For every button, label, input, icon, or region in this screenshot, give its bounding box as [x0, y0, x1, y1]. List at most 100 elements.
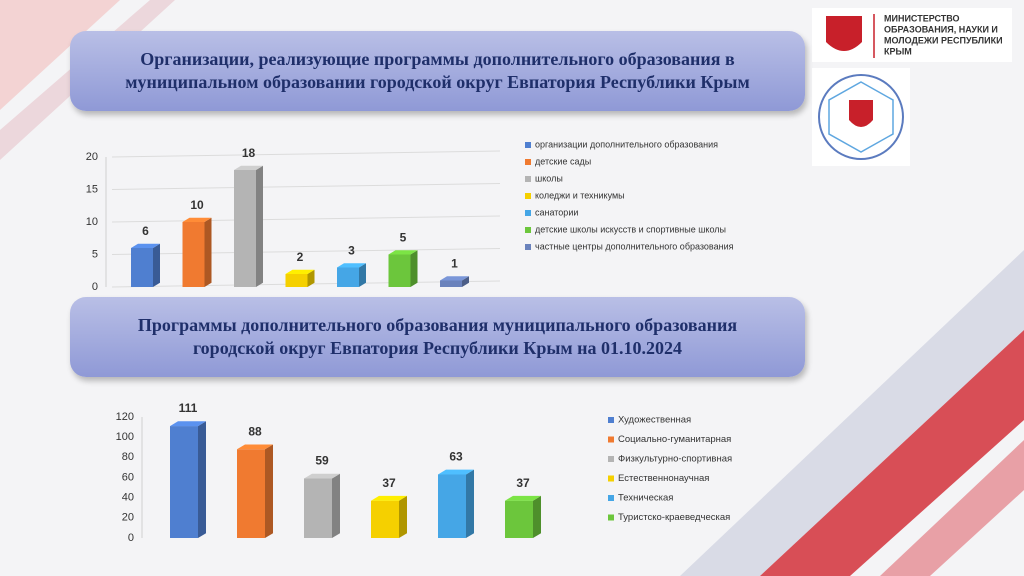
legend-label: коледжи и техникумы — [535, 190, 625, 200]
legend-swatch — [525, 176, 531, 182]
y-tick-label: 20 — [122, 512, 134, 524]
bar-front — [438, 474, 466, 538]
bar-side — [204, 217, 212, 287]
legend-swatch — [525, 193, 531, 199]
bar — [440, 276, 469, 287]
legend-swatch — [525, 210, 531, 216]
bar-front — [237, 449, 265, 538]
bar — [237, 444, 273, 538]
legend-swatch — [608, 475, 614, 482]
bar-top — [304, 473, 340, 479]
y-tick-label: 120 — [116, 411, 134, 423]
y-tick-label: 10 — [86, 216, 98, 228]
legend-label: Художественная — [618, 415, 691, 426]
bar-side — [462, 276, 469, 287]
legend-label: частные центры дополнительного образован… — [535, 241, 734, 251]
y-tick-label: 15 — [86, 183, 98, 195]
bar-top — [234, 165, 263, 170]
logo-line: МИНИСТЕРСТВО — [884, 13, 960, 23]
y-tick-label: 5 — [92, 248, 98, 260]
bar-side — [332, 473, 340, 538]
legend-swatch — [608, 456, 614, 462]
value-label: 88 — [248, 424, 262, 438]
logo-line: МОЛОДЕЖИ РЕСПУБЛИКИ — [884, 35, 1003, 45]
bar — [438, 469, 474, 538]
bar-top — [337, 263, 366, 268]
bar-front — [182, 222, 205, 287]
value-label: 1 — [451, 257, 458, 271]
bar — [388, 250, 418, 287]
legend-label: школы — [535, 173, 563, 183]
bar-front — [131, 248, 153, 287]
bar-top — [285, 269, 315, 274]
value-label: 5 — [400, 231, 407, 245]
y-tick-label: 60 — [122, 471, 134, 483]
y-tick-label: 0 — [92, 281, 98, 293]
bar-front — [337, 267, 359, 287]
value-label: 37 — [516, 476, 530, 490]
bar — [131, 243, 160, 287]
bar-front — [304, 478, 332, 538]
bar — [170, 421, 206, 538]
legend-label: Техническая — [618, 493, 673, 504]
bar-side — [153, 243, 160, 287]
bar-side — [533, 495, 541, 538]
logo-line: ОБРАЗОВАНИЯ, НАУКИ И — [884, 24, 998, 34]
grid-line — [111, 248, 501, 255]
legend-swatch — [608, 495, 614, 501]
logo-shield — [849, 100, 873, 127]
bar-side — [256, 165, 263, 287]
value-label: 6 — [142, 224, 149, 238]
legend-swatch — [525, 159, 531, 165]
bar-front — [505, 500, 533, 538]
chart-title: Организации, реализующие программы допол… — [70, 31, 805, 111]
legend-label: санатории — [535, 207, 578, 217]
bar-front — [234, 170, 256, 287]
y-tick-label: 20 — [86, 151, 98, 163]
value-label: 18 — [242, 146, 256, 160]
bar-top — [371, 495, 407, 501]
bar-top — [182, 217, 212, 222]
bar-side — [359, 263, 366, 287]
logo-hex — [828, 81, 894, 153]
value-label: 59 — [315, 454, 329, 468]
bar-top — [237, 444, 273, 450]
bar-side — [307, 269, 315, 287]
bar-top — [131, 243, 160, 248]
bar-top — [438, 469, 474, 475]
legend-swatch — [525, 227, 531, 233]
bar-front — [170, 426, 198, 538]
y-tick-label: 80 — [122, 451, 134, 463]
bar-side — [466, 469, 474, 538]
value-label: 10 — [190, 198, 204, 212]
value-label: 37 — [382, 476, 396, 490]
decor — [880, 440, 1024, 576]
bar — [371, 495, 407, 538]
legend-label: Социально-гуманитарная — [618, 434, 731, 445]
value-label: 111 — [179, 401, 198, 415]
bar-top — [440, 276, 469, 281]
grid-line — [111, 215, 501, 223]
y-tick-label: 100 — [116, 431, 134, 443]
decor — [760, 330, 1024, 576]
bar-front — [285, 274, 308, 287]
bar-front — [371, 500, 399, 538]
bar-top — [505, 495, 541, 501]
legend-label: Туристско-краеведческая — [618, 512, 730, 523]
legend-swatch — [608, 436, 614, 443]
bar-top — [388, 250, 418, 255]
bar-top — [170, 421, 206, 427]
bar-front — [388, 254, 411, 287]
legend-swatch — [608, 514, 614, 521]
logo-emblem — [826, 16, 862, 51]
value-label: 3 — [348, 244, 355, 258]
bar — [182, 217, 212, 287]
legend-label: детские школы искусств и спортивные школ… — [535, 224, 726, 234]
bar-side — [399, 495, 407, 538]
bar — [234, 165, 263, 287]
grid-line — [111, 183, 501, 190]
legend-label: Физкультурно-спортивная — [618, 454, 732, 465]
